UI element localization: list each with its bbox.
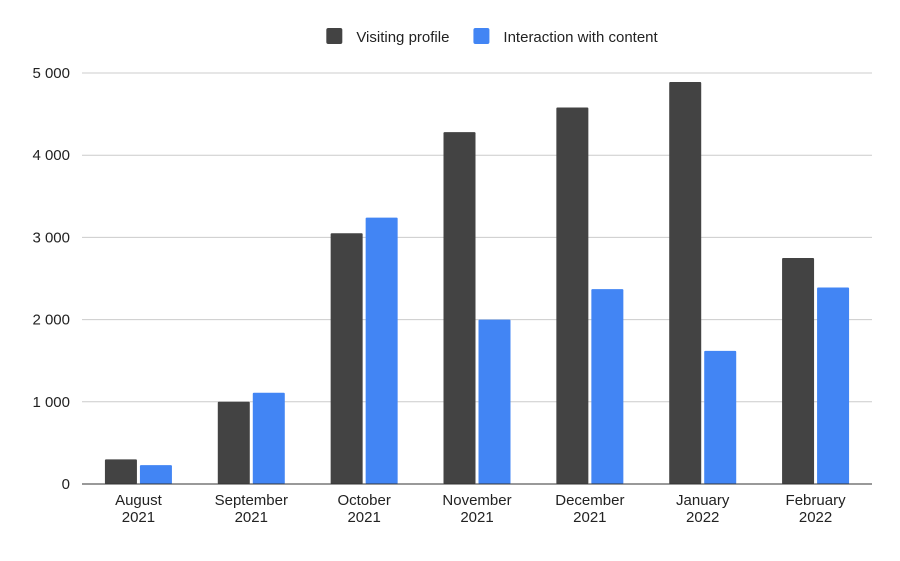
- x-tick-label-line: December: [555, 492, 624, 509]
- y-tick-label: 2 000: [32, 312, 70, 329]
- legend-swatch: [473, 28, 490, 44]
- bar[interactable]: [478, 319, 511, 484]
- x-tick-label-line: September: [215, 492, 288, 509]
- x-tick-label: December 2021: [555, 492, 624, 526]
- bar[interactable]: [104, 459, 137, 484]
- x-tick-label-line: 2021: [573, 509, 606, 526]
- x-tick-label-line: February: [786, 492, 847, 509]
- bar[interactable]: [704, 350, 737, 484]
- bar[interactable]: [669, 82, 702, 485]
- bar[interactable]: [139, 465, 172, 484]
- x-tick-label-line: 2021: [460, 509, 493, 526]
- legend-swatch: [326, 28, 343, 44]
- x-tick-label-line: January: [676, 492, 730, 509]
- legend-label: Visiting profile: [356, 29, 449, 46]
- bar[interactable]: [252, 392, 285, 484]
- x-tick-label-line: October: [337, 492, 390, 509]
- x-tick-label: January 2022: [676, 492, 730, 526]
- bar[interactable]: [817, 287, 850, 484]
- y-tick-label: 4 000: [32, 147, 70, 164]
- y-tick-label: 0: [62, 476, 70, 493]
- x-tick-label-line: 2021: [235, 509, 268, 526]
- bars: [104, 82, 850, 485]
- y-tick-label: 1 000: [32, 394, 70, 411]
- x-tick-label: February 2022: [786, 492, 847, 526]
- bar[interactable]: [556, 107, 589, 485]
- x-tick-label-line: November: [442, 492, 511, 509]
- x-tick-label: November 2021: [442, 492, 511, 526]
- gridlines: [82, 72, 872, 403]
- x-tick-label: October 2021: [337, 492, 390, 526]
- y-tick-label: 3 000: [32, 229, 70, 246]
- bar[interactable]: [443, 132, 476, 484]
- bar[interactable]: [591, 289, 624, 484]
- bar[interactable]: [330, 233, 363, 484]
- x-tick-label-line: 2021: [347, 509, 380, 526]
- legend: Visiting profile Interaction with content: [326, 28, 659, 46]
- bar[interactable]: [217, 401, 250, 484]
- y-tick-label: 5 000: [32, 65, 70, 82]
- x-tick-label-line: 2021: [122, 509, 155, 526]
- bar[interactable]: [782, 257, 815, 484]
- x-tick-label-line: August: [115, 492, 163, 509]
- x-tick-label-line: 2022: [799, 509, 832, 526]
- legend-label: Interaction with content: [503, 29, 658, 46]
- bar[interactable]: [365, 217, 398, 484]
- x-tick-label-line: 2022: [686, 509, 719, 526]
- x-tick-label: September 2021: [215, 492, 288, 526]
- x-tick-label: August 2021: [115, 492, 163, 526]
